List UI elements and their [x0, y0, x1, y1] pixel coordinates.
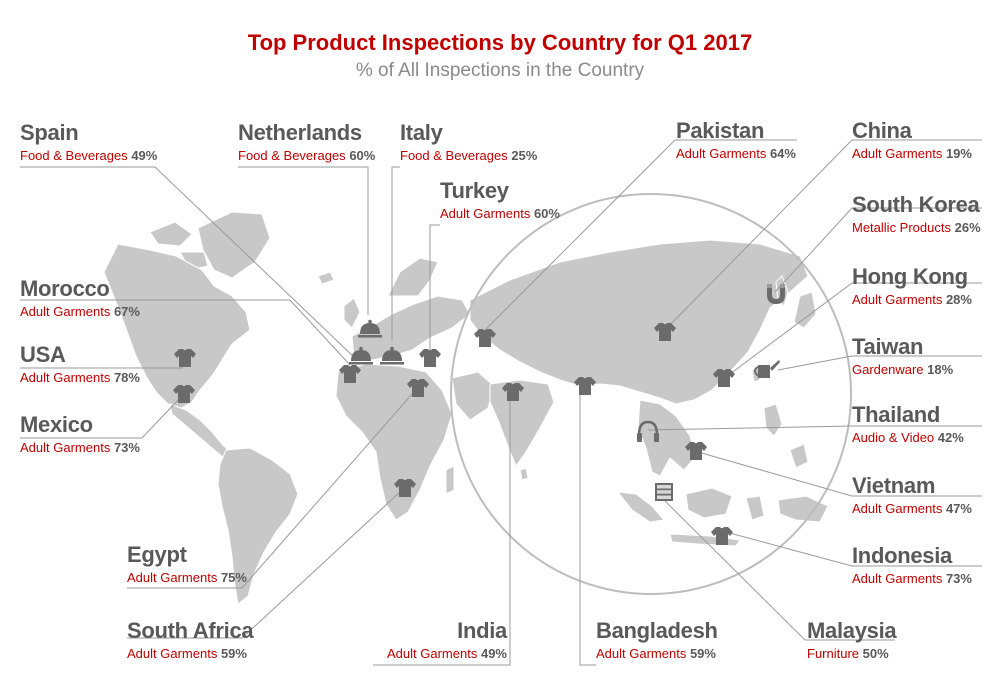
percent: 47% [945, 501, 972, 516]
percent: 59% [689, 646, 716, 661]
percent: 26% [954, 220, 981, 235]
label-south-africa: South Africa Adult Garments 59% [127, 618, 254, 661]
country-name: Pakistan [676, 118, 765, 143]
percent: 49% [480, 646, 507, 661]
country-name: Turkey [440, 178, 509, 203]
taiwan-watering-can-icon [754, 360, 780, 378]
country-name: USA [20, 342, 66, 367]
category: Food & Beverages [400, 148, 508, 163]
percent: 50% [862, 646, 889, 661]
label-vietnam: Vietnam Adult Garments 47% [852, 473, 972, 516]
category: Adult Garments [852, 571, 943, 586]
country-name: China [852, 118, 912, 143]
label-bangladesh: Bangladesh Adult Garments 59% [596, 618, 718, 661]
country-name: Thailand [852, 402, 941, 427]
label-thailand: Thailand Audio & Video 42% [852, 402, 964, 445]
category: Adult Garments [127, 646, 218, 661]
turkey-tshirt-icon [419, 349, 441, 367]
category: Adult Garments [596, 646, 687, 661]
label-hong-kong: Hong Kong Adult Garments 28% [852, 264, 972, 307]
category: Gardenware [852, 362, 924, 377]
percent: 59% [220, 646, 247, 661]
label-china: China Adult Garments 19% [852, 118, 972, 161]
leader-lines [20, 139, 982, 666]
label-morocco: Morocco Adult Garments 67% [20, 276, 140, 319]
label-spain: Spain Food & Beverages 49% [20, 120, 157, 163]
category: Adult Garments [852, 146, 943, 161]
category: Adult Garments [20, 304, 111, 319]
category: Adult Garments [20, 370, 111, 385]
category: Adult Garments [387, 646, 478, 661]
label-pakistan: Pakistan Adult Garments 64% [676, 118, 796, 161]
thailand-headphones-icon [637, 420, 659, 442]
country-name: Egypt [127, 542, 187, 567]
country-name: Spain [20, 120, 79, 145]
south-korea-magnet-icon [767, 284, 785, 304]
country-name: Vietnam [852, 473, 936, 498]
label-malaysia: Malaysia Furniture 50% [807, 618, 897, 661]
chart-title: Top Product Inspections by Country for Q… [247, 30, 753, 55]
label-mexico: Mexico Adult Garments 73% [20, 412, 140, 455]
chart-subtitle: % of All Inspections in the Country [355, 60, 645, 81]
zoom-circle [450, 193, 852, 595]
category: Adult Garments [127, 570, 218, 585]
country-name: Netherlands [238, 120, 362, 145]
label-taiwan: Taiwan Gardenware 18% [852, 334, 953, 377]
category: Metallic Products [852, 220, 951, 235]
label-italy: Italy Food & Beverages 25% [400, 120, 537, 163]
percent: 28% [945, 292, 972, 307]
country-name: India [457, 618, 507, 643]
country-name: Mexico [20, 412, 93, 437]
country-name: Italy [400, 120, 443, 145]
category: Adult Garments [676, 146, 767, 161]
category: Adult Garments [440, 206, 531, 221]
label-turkey: Turkey Adult Garments 60% [440, 178, 560, 221]
markers [173, 284, 785, 545]
category: Furniture [807, 646, 860, 661]
percent: 18% [927, 362, 954, 377]
category: Adult Garments [852, 501, 943, 516]
percent: 73% [945, 571, 972, 586]
category: Audio & Video [852, 430, 935, 445]
category: Adult Garments [20, 440, 111, 455]
bangladesh-tshirt-icon [574, 377, 596, 395]
category: Food & Beverages [20, 148, 128, 163]
percent: 75% [220, 570, 247, 585]
percent: 60% [349, 148, 376, 163]
label-indonesia: Indonesia Adult Garments 73% [852, 543, 972, 586]
percent: 64% [769, 146, 796, 161]
percent: 73% [113, 440, 140, 455]
country-name: Taiwan [852, 334, 924, 359]
country-name: Hong Kong [852, 264, 968, 289]
label-netherlands: Netherlands Food & Beverages 60% [238, 120, 375, 163]
landmass [103, 211, 829, 605]
category: Food & Beverages [238, 148, 346, 163]
country-name: Bangladesh [596, 618, 718, 643]
country-name: Morocco [20, 276, 110, 301]
percent: 42% [937, 430, 964, 445]
label-egypt: Egypt Adult Garments 75% [127, 542, 247, 585]
category: Adult Garments [852, 292, 943, 307]
label-south-korea: South Korea Metallic Products 26% [852, 192, 981, 235]
country-name: Malaysia [807, 618, 897, 643]
label-india: India Adult Garments 49% [360, 618, 507, 661]
country-name: South Korea [852, 192, 980, 217]
country-name: Indonesia [852, 543, 952, 568]
percent: 19% [945, 146, 972, 161]
percent: 49% [131, 148, 158, 163]
percent: 78% [113, 370, 140, 385]
label-usa: USA Adult Garments 78% [20, 342, 140, 385]
percent: 67% [113, 304, 140, 319]
percent: 60% [533, 206, 560, 221]
percent: 25% [511, 148, 538, 163]
country-name: South Africa [127, 618, 254, 643]
malaysia-cabinet-icon [655, 483, 673, 501]
